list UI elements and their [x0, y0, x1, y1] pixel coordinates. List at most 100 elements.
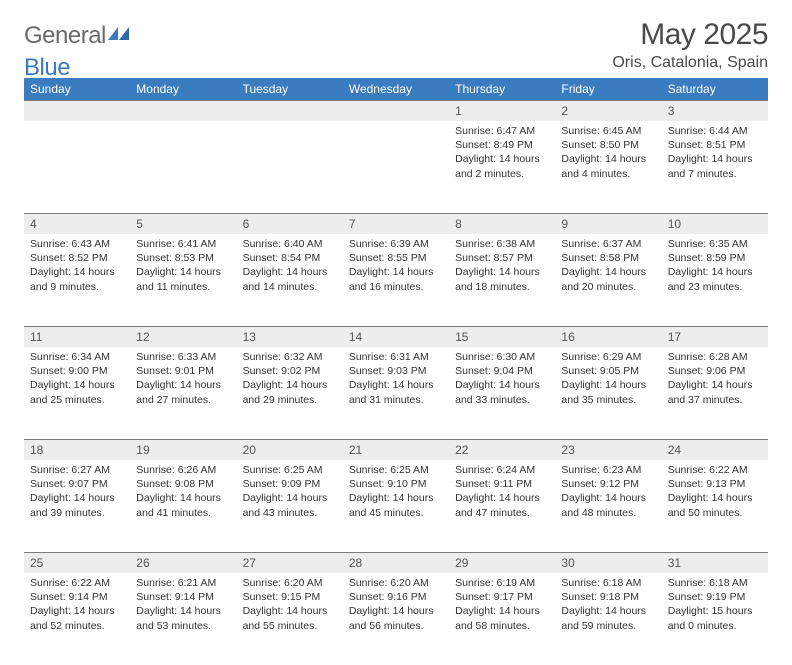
day-number-cell	[130, 100, 236, 121]
daylight-line: Daylight: 14 hours and 25 minutes.	[30, 378, 124, 406]
sunset-line: Sunset: 8:54 PM	[243, 251, 337, 265]
sunset-line: Sunset: 9:10 PM	[349, 477, 443, 491]
daylight-line: Daylight: 14 hours and 41 minutes.	[136, 491, 230, 519]
day-cell: Sunrise: 6:33 AMSunset: 9:01 PMDaylight:…	[130, 347, 236, 439]
day-cell: Sunrise: 6:32 AMSunset: 9:02 PMDaylight:…	[237, 347, 343, 439]
day-details: Sunrise: 6:23 AMSunset: 9:12 PMDaylight:…	[555, 460, 661, 526]
day-details: Sunrise: 6:22 AMSunset: 9:14 PMDaylight:…	[24, 573, 130, 639]
sunset-line: Sunset: 8:53 PM	[136, 251, 230, 265]
day-number: 9	[555, 213, 661, 234]
day-details: Sunrise: 6:31 AMSunset: 9:03 PMDaylight:…	[343, 347, 449, 413]
sunset-line: Sunset: 9:03 PM	[349, 364, 443, 378]
day-details: Sunrise: 6:44 AMSunset: 8:51 PMDaylight:…	[662, 121, 768, 187]
week-row: Sunrise: 6:22 AMSunset: 9:14 PMDaylight:…	[24, 573, 768, 665]
day-number-cell: 30	[555, 552, 661, 573]
day-cell: Sunrise: 6:41 AMSunset: 8:53 PMDaylight:…	[130, 234, 236, 326]
day-number: 29	[449, 552, 555, 573]
sunset-line: Sunset: 8:51 PM	[668, 138, 762, 152]
day-details: Sunrise: 6:37 AMSunset: 8:58 PMDaylight:…	[555, 234, 661, 300]
daynum-row: 45678910	[24, 213, 768, 234]
sunrise-line: Sunrise: 6:21 AM	[136, 576, 230, 590]
day-cell	[343, 121, 449, 213]
sunset-line: Sunset: 9:04 PM	[455, 364, 549, 378]
daylight-line: Daylight: 14 hours and 7 minutes.	[668, 152, 762, 180]
day-number-cell: 29	[449, 552, 555, 573]
day-cell: Sunrise: 6:39 AMSunset: 8:55 PMDaylight:…	[343, 234, 449, 326]
calendar-table: Sunday Monday Tuesday Wednesday Thursday…	[24, 78, 768, 665]
day-cell	[24, 121, 130, 213]
day-number-cell: 21	[343, 439, 449, 460]
day-number-cell: 25	[24, 552, 130, 573]
day-details: Sunrise: 6:18 AMSunset: 9:19 PMDaylight:…	[662, 573, 768, 639]
sunrise-line: Sunrise: 6:26 AM	[136, 463, 230, 477]
day-details: Sunrise: 6:47 AMSunset: 8:49 PMDaylight:…	[449, 121, 555, 187]
sunrise-line: Sunrise: 6:22 AM	[30, 576, 124, 590]
logo-text-general: General	[24, 22, 106, 50]
daylight-line: Daylight: 14 hours and 50 minutes.	[668, 491, 762, 519]
daylight-line: Daylight: 14 hours and 56 minutes.	[349, 604, 443, 632]
day-number: 15	[449, 326, 555, 347]
sunrise-line: Sunrise: 6:34 AM	[30, 350, 124, 364]
daynum-row: 25262728293031	[24, 552, 768, 573]
day-number-cell: 8	[449, 213, 555, 234]
sunrise-line: Sunrise: 6:47 AM	[455, 124, 549, 138]
day-number: 6	[237, 213, 343, 234]
sunset-line: Sunset: 8:52 PM	[30, 251, 124, 265]
sunrise-line: Sunrise: 6:25 AM	[243, 463, 337, 477]
day-number: 4	[24, 213, 130, 234]
sunset-line: Sunset: 8:58 PM	[561, 251, 655, 265]
daynum-row: 123	[24, 100, 768, 121]
day-cell: Sunrise: 6:45 AMSunset: 8:50 PMDaylight:…	[555, 121, 661, 213]
day-number-cell	[237, 100, 343, 121]
daylight-line: Daylight: 14 hours and 4 minutes.	[561, 152, 655, 180]
month-title: May 2025	[612, 18, 768, 52]
sunset-line: Sunset: 9:18 PM	[561, 590, 655, 604]
day-details: Sunrise: 6:38 AMSunset: 8:57 PMDaylight:…	[449, 234, 555, 300]
day-number-cell: 9	[555, 213, 661, 234]
day-cell: Sunrise: 6:38 AMSunset: 8:57 PMDaylight:…	[449, 234, 555, 326]
day-number: 19	[130, 439, 236, 460]
header: General May 2025 Oris, Catalonia, Spain	[24, 18, 768, 72]
daylight-line: Daylight: 14 hours and 14 minutes.	[243, 265, 337, 293]
day-number: 31	[662, 552, 768, 573]
day-cell: Sunrise: 6:24 AMSunset: 9:11 PMDaylight:…	[449, 460, 555, 552]
day-cell: Sunrise: 6:19 AMSunset: 9:17 PMDaylight:…	[449, 573, 555, 665]
sunrise-line: Sunrise: 6:32 AM	[243, 350, 337, 364]
sunset-line: Sunset: 8:59 PM	[668, 251, 762, 265]
day-details: Sunrise: 6:20 AMSunset: 9:15 PMDaylight:…	[237, 573, 343, 639]
sunset-line: Sunset: 8:57 PM	[455, 251, 549, 265]
day-cell: Sunrise: 6:22 AMSunset: 9:13 PMDaylight:…	[662, 460, 768, 552]
day-number-cell: 4	[24, 213, 130, 234]
day-cell	[130, 121, 236, 213]
sunset-line: Sunset: 9:11 PM	[455, 477, 549, 491]
day-number-cell: 10	[662, 213, 768, 234]
daylight-line: Daylight: 14 hours and 47 minutes.	[455, 491, 549, 519]
day-cell: Sunrise: 6:28 AMSunset: 9:06 PMDaylight:…	[662, 347, 768, 439]
sunrise-line: Sunrise: 6:18 AM	[561, 576, 655, 590]
day-details: Sunrise: 6:29 AMSunset: 9:05 PMDaylight:…	[555, 347, 661, 413]
day-number: 18	[24, 439, 130, 460]
day-details: Sunrise: 6:35 AMSunset: 8:59 PMDaylight:…	[662, 234, 768, 300]
sunset-line: Sunset: 8:55 PM	[349, 251, 443, 265]
day-number: 28	[343, 552, 449, 573]
day-details: Sunrise: 6:26 AMSunset: 9:08 PMDaylight:…	[130, 460, 236, 526]
daylight-line: Daylight: 14 hours and 43 minutes.	[243, 491, 337, 519]
day-details: Sunrise: 6:28 AMSunset: 9:06 PMDaylight:…	[662, 347, 768, 413]
sunrise-line: Sunrise: 6:37 AM	[561, 237, 655, 251]
day-number-cell: 7	[343, 213, 449, 234]
sunrise-line: Sunrise: 6:28 AM	[668, 350, 762, 364]
day-cell: Sunrise: 6:47 AMSunset: 8:49 PMDaylight:…	[449, 121, 555, 213]
day-number-cell: 28	[343, 552, 449, 573]
sunset-line: Sunset: 9:17 PM	[455, 590, 549, 604]
daylight-line: Daylight: 14 hours and 37 minutes.	[668, 378, 762, 406]
daylight-line: Daylight: 14 hours and 35 minutes.	[561, 378, 655, 406]
sunrise-line: Sunrise: 6:45 AM	[561, 124, 655, 138]
day-number-cell: 13	[237, 326, 343, 347]
day-number-cell: 5	[130, 213, 236, 234]
day-number-cell: 19	[130, 439, 236, 460]
sunset-line: Sunset: 9:12 PM	[561, 477, 655, 491]
sunrise-line: Sunrise: 6:39 AM	[349, 237, 443, 251]
day-number: 13	[237, 326, 343, 347]
day-number-cell: 23	[555, 439, 661, 460]
day-details: Sunrise: 6:20 AMSunset: 9:16 PMDaylight:…	[343, 573, 449, 639]
